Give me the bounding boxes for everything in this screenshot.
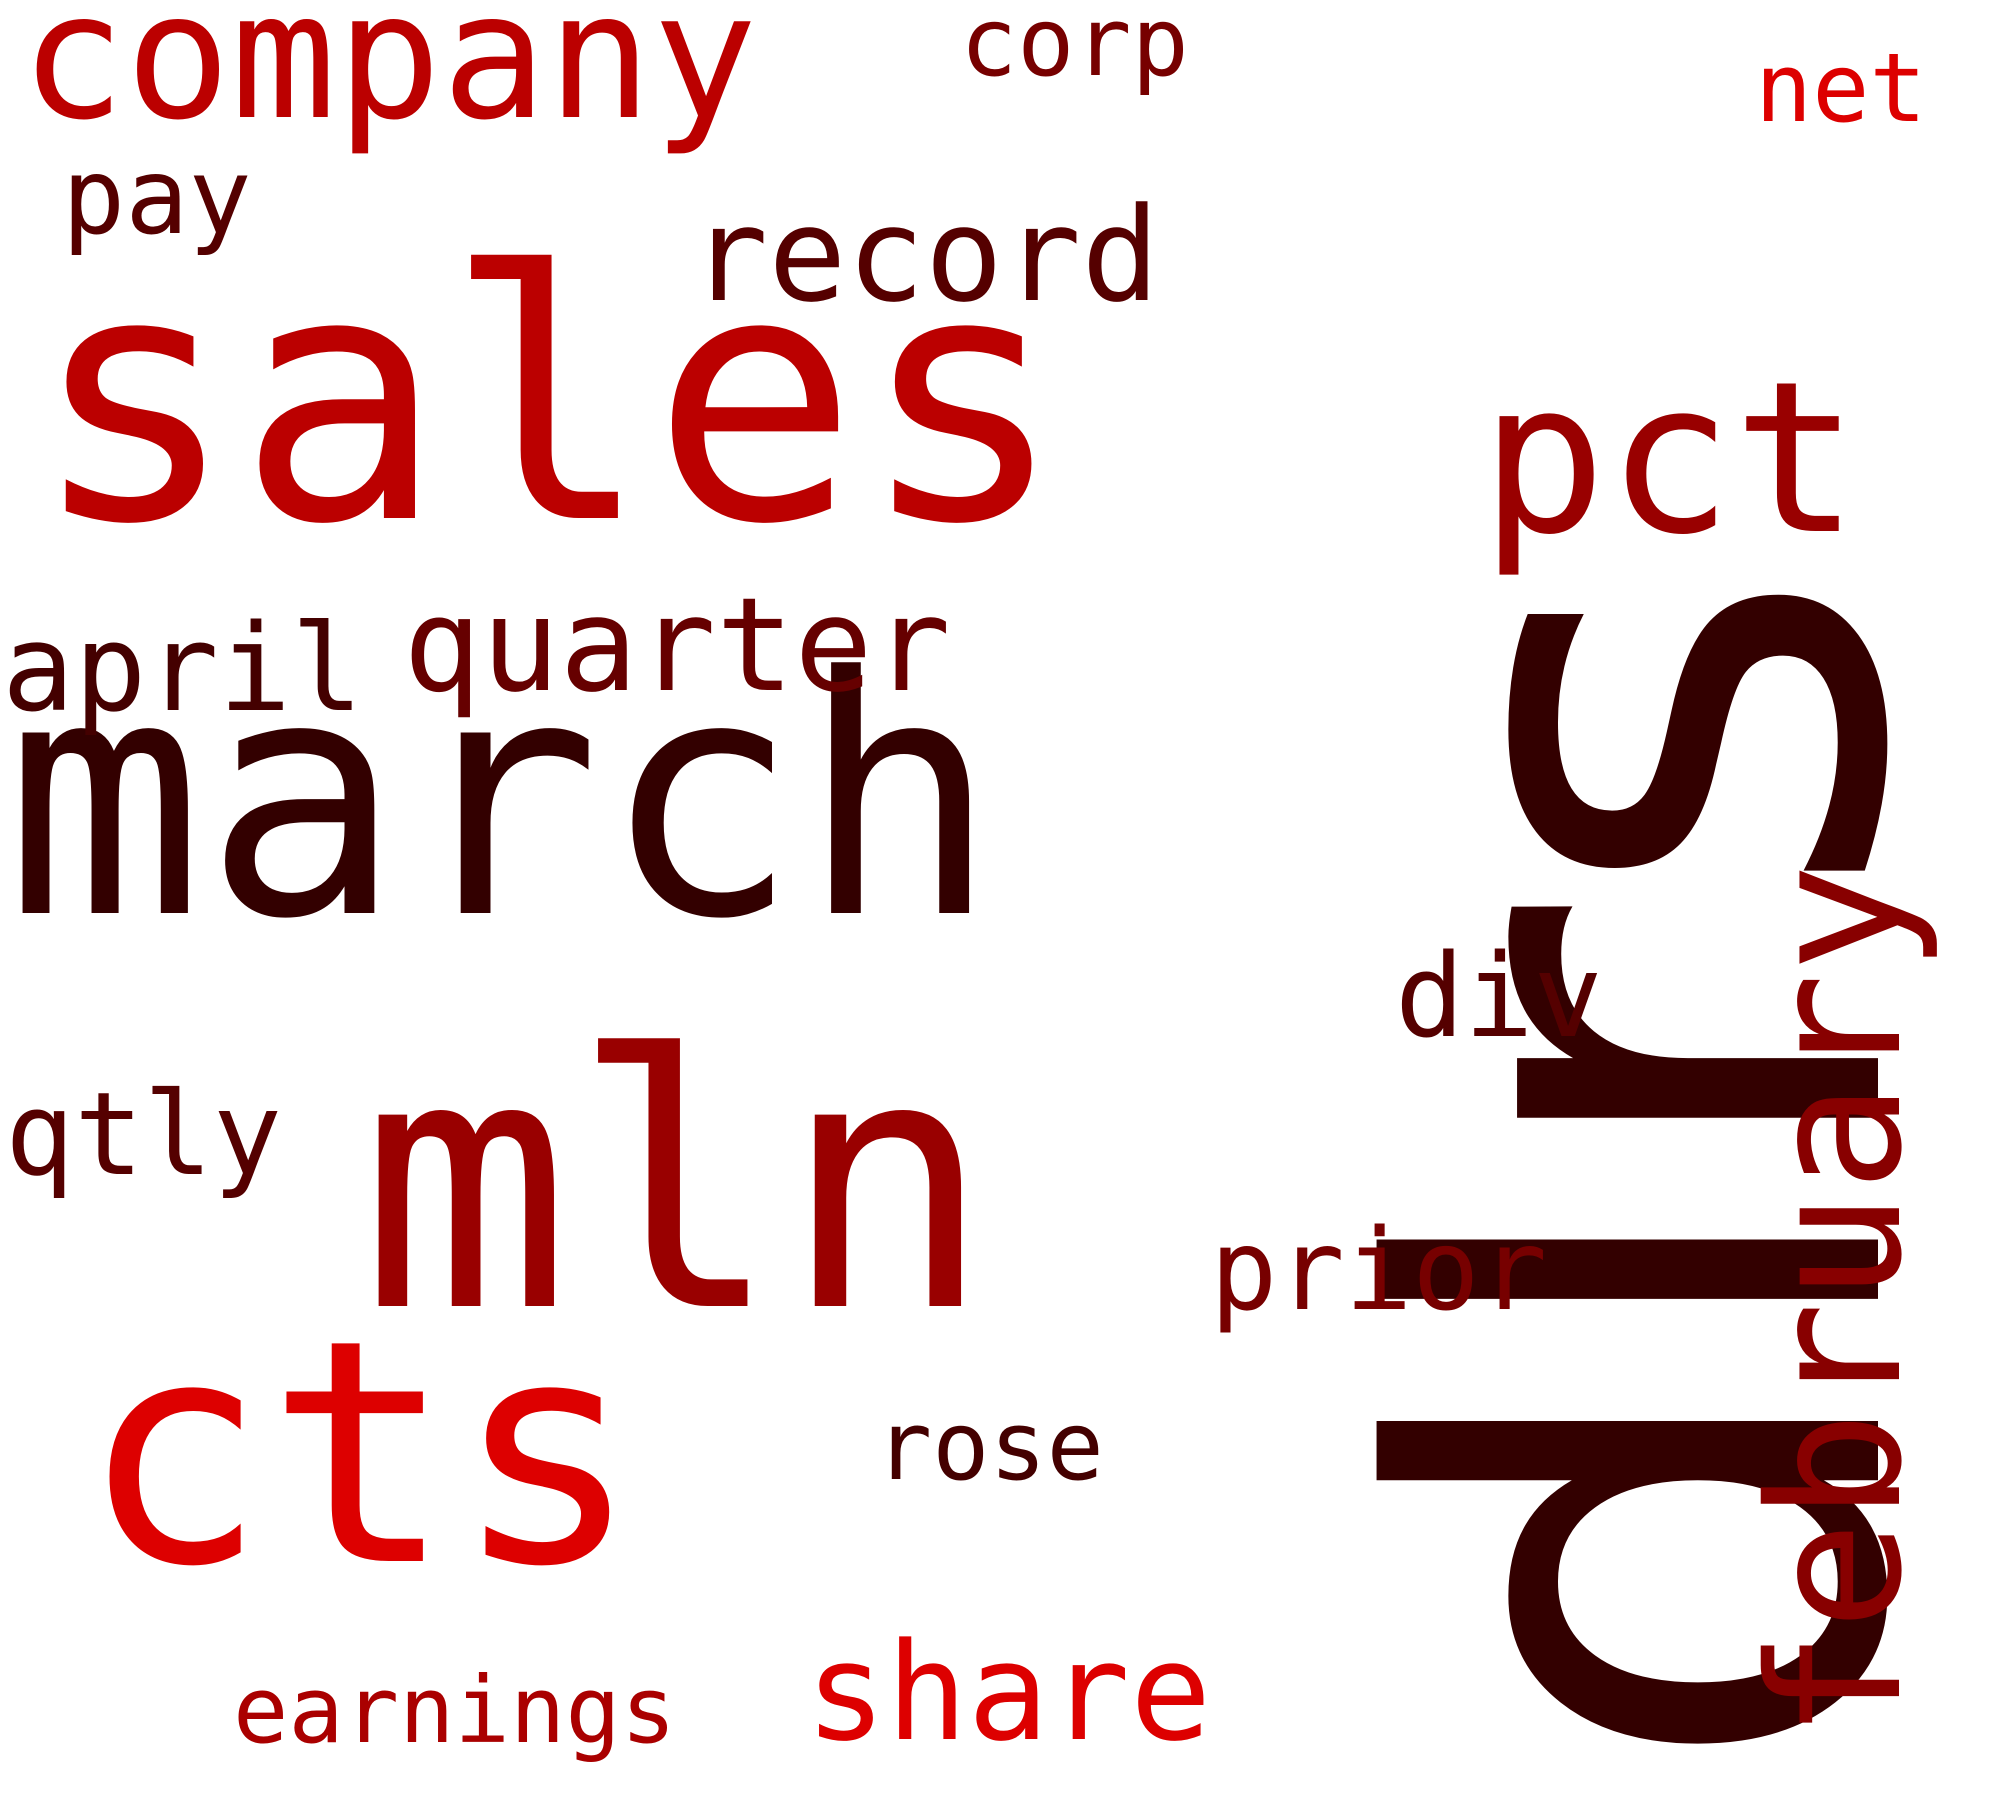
word-rose: rose bbox=[875, 1392, 1104, 1502]
word-quarter: quarter bbox=[403, 569, 951, 721]
word-prior: prior bbox=[1210, 1206, 1548, 1336]
word-qtly: qtly bbox=[5, 1068, 282, 1202]
word-pct: pct bbox=[1480, 336, 1860, 581]
word-company: company bbox=[20, 0, 758, 159]
word-record: record bbox=[690, 179, 1160, 331]
word-share: share bbox=[805, 1614, 1212, 1771]
word-february: february bbox=[1730, 863, 1942, 1740]
word-net: net bbox=[1755, 34, 1927, 144]
word-pay: pay bbox=[62, 136, 252, 258]
word-earnings: earnings bbox=[233, 1657, 677, 1764]
word-march: march bbox=[5, 607, 999, 991]
word-cts: cts bbox=[80, 1274, 640, 1635]
word-mln: mln bbox=[360, 981, 993, 1389]
word-div: div bbox=[1395, 930, 1603, 1064]
word-corp: corp bbox=[960, 0, 1189, 98]
word-april: april bbox=[2, 600, 364, 739]
word-sales: sales bbox=[30, 200, 1066, 600]
